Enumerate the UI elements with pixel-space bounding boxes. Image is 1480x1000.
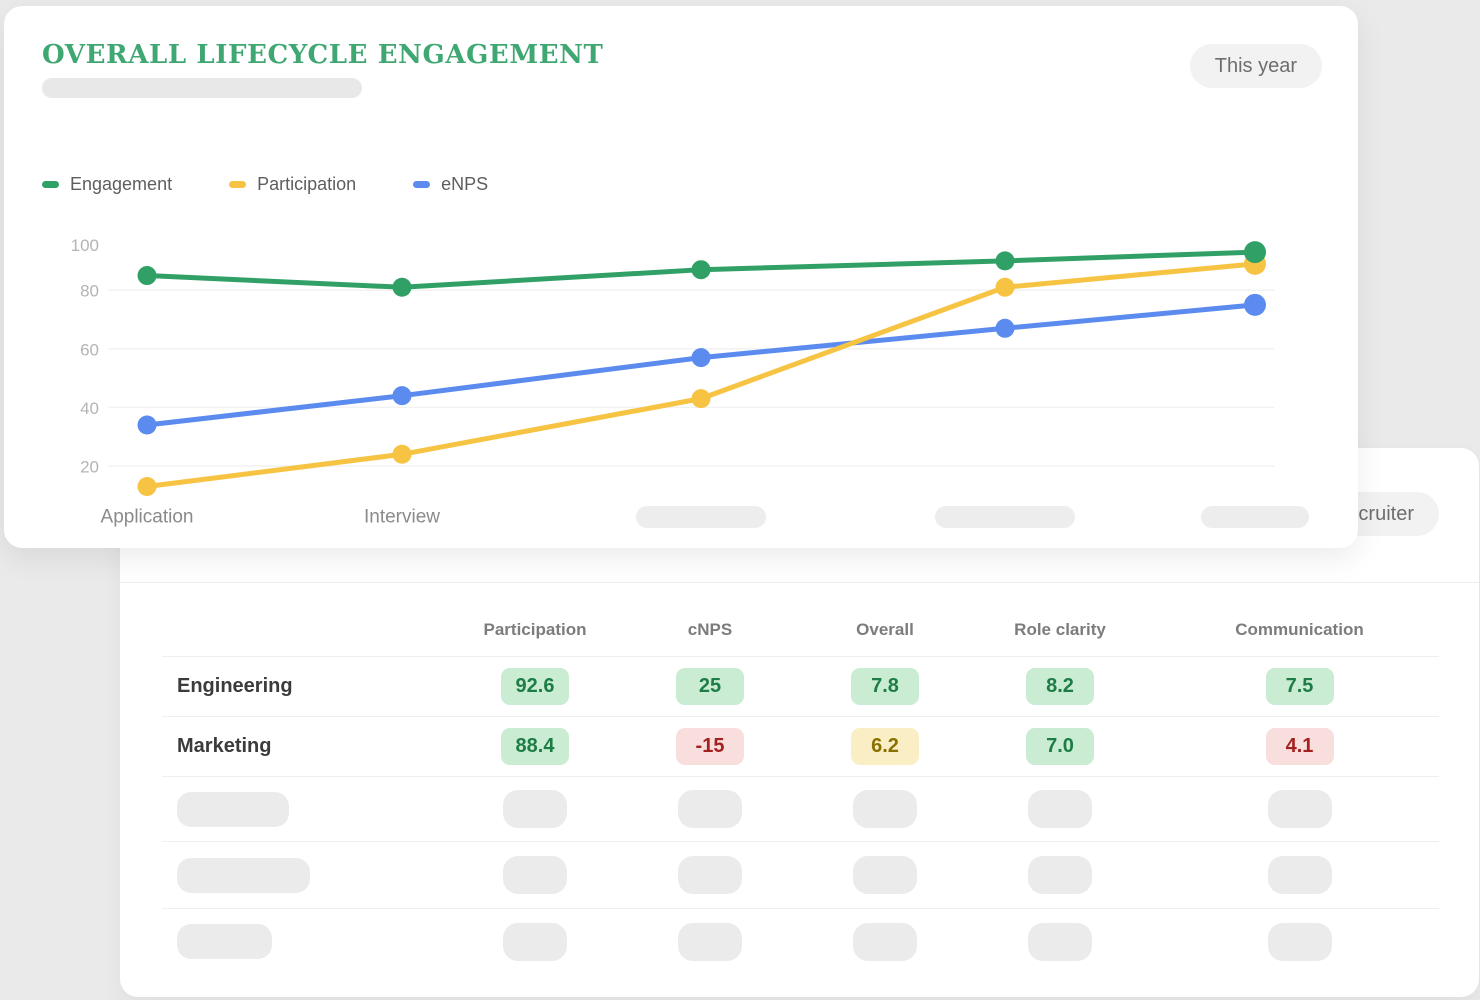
legend-label: Participation bbox=[257, 174, 357, 194]
y-tick-label: 100 bbox=[71, 236, 99, 255]
score-badge: 4.1 bbox=[1265, 728, 1334, 765]
line-chart: 100 80 60 40 20 Application Interview bbox=[71, 236, 1309, 528]
score-badge: 7.5 bbox=[1265, 668, 1334, 705]
participation-line-swatch bbox=[229, 181, 247, 188]
row-label-placeholder bbox=[177, 791, 289, 827]
score-badge: 8.2 bbox=[1026, 668, 1094, 705]
data-point-engagement[interactable] bbox=[995, 251, 1015, 271]
table-row-engineering: Engineering 92.6 25 7.8 8.2 7.5 bbox=[162, 657, 1439, 717]
y-tick-label: 40 bbox=[80, 399, 99, 418]
placeholder-table-row bbox=[162, 909, 1439, 974]
data-point-engagement[interactable] bbox=[137, 266, 157, 286]
score-placeholder bbox=[853, 922, 917, 961]
data-point-enps[interactable] bbox=[137, 415, 157, 435]
placeholder-table-row bbox=[162, 777, 1439, 842]
subtitle-placeholder bbox=[42, 78, 362, 98]
score-placeholder bbox=[1028, 922, 1092, 961]
placeholder-table-row bbox=[162, 842, 1439, 909]
series-line-participation bbox=[144, 261, 1258, 490]
column-header-participation: Participation bbox=[483, 620, 587, 639]
score-badge: 7.0 bbox=[1026, 728, 1094, 765]
page-title: OVERALL LIFECYCLE ENGAGEMENT bbox=[42, 40, 604, 70]
data-point-enps[interactable] bbox=[691, 348, 711, 368]
data-point-engagement[interactable] bbox=[691, 260, 711, 280]
column-header-communication: Communication bbox=[1235, 620, 1364, 639]
x-axis-label: Application bbox=[101, 507, 194, 528]
score-placeholder bbox=[1267, 922, 1332, 961]
legend-label: eNPS bbox=[441, 174, 489, 194]
enps-line-swatch bbox=[413, 181, 431, 188]
column-header-overall: Overall bbox=[856, 620, 914, 639]
row-label-placeholder bbox=[177, 857, 310, 893]
score-badge: 7.8 bbox=[851, 668, 919, 705]
score-placeholder bbox=[1028, 790, 1092, 828]
legend-item-enps[interactable]: eNPS bbox=[413, 174, 488, 195]
y-tick-label: 80 bbox=[80, 282, 99, 301]
score-badge: 6.2 bbox=[851, 728, 919, 765]
scores-table: Participation cNPS Overall Role clarity … bbox=[162, 582, 1439, 974]
engagement-chart-card: OVERALL LIFECYCLE ENGAGEMENT This year E… bbox=[4, 6, 1358, 548]
x-axis-placeholder bbox=[1201, 506, 1309, 528]
data-point-engagement[interactable] bbox=[1244, 241, 1266, 264]
data-point-enps[interactable] bbox=[995, 318, 1015, 338]
period-selector-button[interactable]: This year bbox=[1189, 44, 1322, 88]
score-badge: -15 bbox=[676, 728, 744, 765]
data-point-engagement[interactable] bbox=[392, 277, 412, 297]
legend-label: Engagement bbox=[70, 174, 173, 194]
score-placeholder bbox=[678, 922, 742, 961]
score-placeholder bbox=[1267, 790, 1332, 828]
column-header-role-clarity: Role clarity bbox=[1014, 620, 1106, 639]
x-axis-placeholder bbox=[636, 506, 766, 528]
card-header-divider bbox=[120, 582, 1479, 583]
score-placeholder bbox=[678, 790, 742, 828]
data-point-participation[interactable] bbox=[995, 277, 1015, 297]
chart-legend: Engagement Participation eNPS bbox=[42, 174, 488, 195]
data-point-participation[interactable] bbox=[691, 389, 711, 409]
legend-item-engagement[interactable]: Engagement bbox=[42, 174, 172, 195]
score-badge: 92.6 bbox=[501, 668, 569, 705]
score-placeholder bbox=[503, 790, 567, 828]
row-label-placeholder bbox=[177, 924, 272, 959]
y-tick-label: 20 bbox=[80, 458, 99, 477]
row-label-engineering: Engineering bbox=[177, 675, 293, 697]
score-badge: 25 bbox=[676, 668, 744, 705]
data-point-enps[interactable] bbox=[1244, 293, 1266, 316]
score-placeholder bbox=[503, 856, 567, 894]
data-point-enps[interactable] bbox=[392, 386, 412, 406]
score-placeholder bbox=[1028, 856, 1092, 894]
table-row-marketing: Marketing 88.4 -15 6.2 7.0 4.1 bbox=[162, 717, 1439, 777]
score-placeholder bbox=[853, 790, 917, 828]
data-point-participation[interactable] bbox=[137, 477, 157, 497]
x-axis-placeholder bbox=[935, 506, 1075, 528]
score-badge: 88.4 bbox=[501, 728, 569, 765]
table-header-row: Participation cNPS Overall Role clarity … bbox=[162, 582, 1439, 657]
score-placeholder bbox=[853, 856, 917, 894]
column-header-cnps: cNPS bbox=[687, 620, 733, 639]
score-placeholder bbox=[1267, 856, 1332, 894]
engagement-line-swatch bbox=[42, 181, 59, 188]
y-tick-label: 60 bbox=[80, 340, 99, 359]
score-placeholder bbox=[678, 856, 742, 894]
data-point-participation[interactable] bbox=[392, 444, 412, 464]
x-axis-label: Interview bbox=[364, 507, 440, 528]
score-placeholder bbox=[503, 922, 567, 961]
row-label-marketing: Marketing bbox=[177, 735, 272, 757]
legend-item-participation[interactable]: Participation bbox=[229, 174, 356, 195]
